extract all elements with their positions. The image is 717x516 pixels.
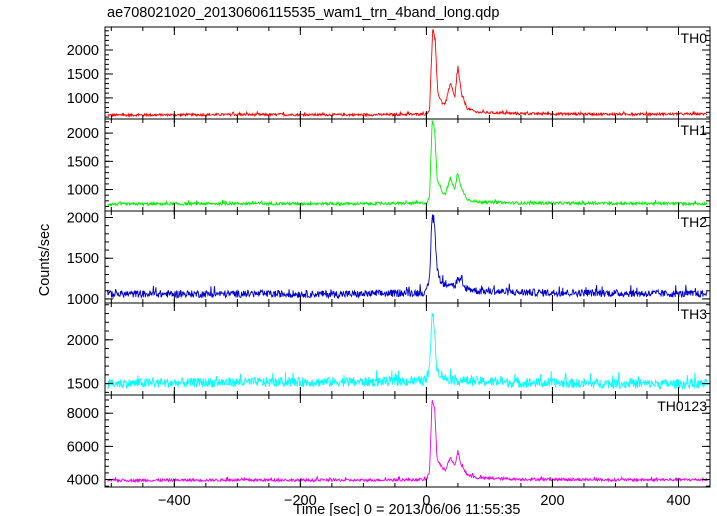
- chart-title: ae708021020_20130606115535_wam1_trn_4ban…: [107, 5, 499, 21]
- y-tick-label: 1000: [67, 292, 99, 308]
- x-tick-label: 200: [540, 493, 564, 509]
- x-tick-label: 0: [422, 493, 430, 509]
- y-tick-label: 8000: [67, 406, 99, 422]
- series-line-th2: [107, 214, 708, 300]
- series-line-th1: [107, 119, 708, 208]
- panel-label-th0: TH0: [681, 30, 708, 46]
- y-axis-label: Counts/sec: [37, 224, 53, 297]
- series-line-th0: [107, 28, 708, 118]
- panel-frame-th2: [104, 210, 711, 304]
- x-tick-label: −200: [284, 493, 317, 509]
- x-tick-label: 400: [666, 493, 690, 509]
- y-tick-label: 1500: [67, 251, 99, 267]
- panel-frame-th1: [104, 118, 711, 212]
- y-tick-label: 1500: [67, 154, 99, 170]
- y-tick-label: 1000: [67, 91, 99, 107]
- y-tick-label: 6000: [67, 439, 99, 455]
- x-axis-label: Time [sec] 0 = 2013/06/06 11:55:35: [294, 502, 521, 516]
- series-line-th3: [107, 313, 708, 391]
- y-tick-label: 2000: [67, 43, 99, 59]
- panel-label-th0123: TH0123: [657, 398, 707, 414]
- panel-label-th1: TH1: [681, 122, 708, 138]
- y-tick-label: 2000: [67, 211, 99, 227]
- panel-frame-th0: [104, 26, 711, 120]
- x-tick-label: −400: [158, 493, 191, 509]
- y-tick-label: 2000: [67, 333, 99, 349]
- y-tick-label: 1500: [67, 67, 99, 83]
- series-line-th0123: [107, 399, 708, 484]
- panel-label-th2: TH2: [681, 214, 708, 230]
- y-tick-label: 1000: [67, 183, 99, 199]
- panel-label-th3: TH3: [681, 306, 708, 322]
- y-tick-label: 2000: [67, 126, 99, 142]
- y-tick-label: 1500: [67, 377, 99, 393]
- panels-group: TH0100015002000TH1100015002000TH21000150…: [67, 26, 711, 509]
- panel-frame-th0123: [104, 394, 711, 488]
- y-tick-label: 4000: [67, 473, 99, 489]
